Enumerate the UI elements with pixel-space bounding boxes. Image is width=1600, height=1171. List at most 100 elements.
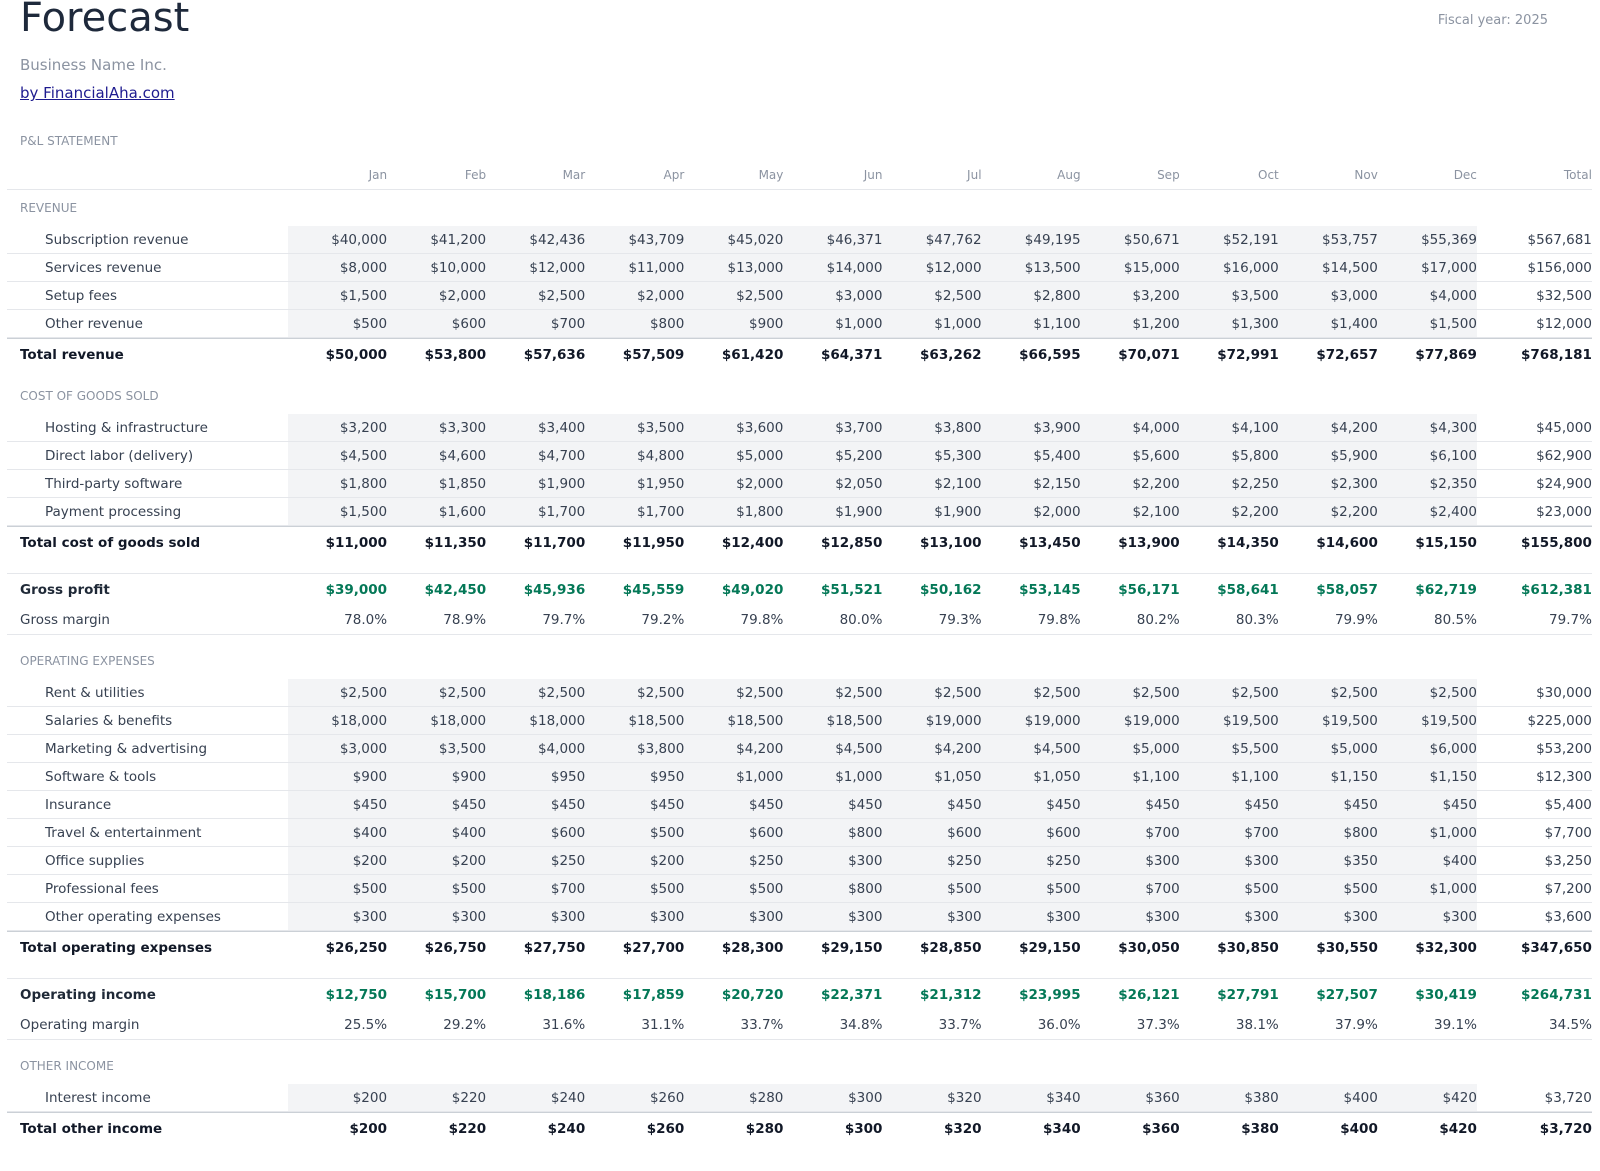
line-item-cell: $2,250 (1179, 470, 1279, 497)
source-link[interactable]: by FinancialAha.com (20, 84, 175, 102)
line-item-cell: $2,500 (486, 282, 586, 309)
profit-row-label: Gross profit (20, 582, 110, 598)
section-heading: OTHER INCOME (7, 1048, 1592, 1084)
line-item-cell: $450 (1377, 791, 1477, 818)
total-row-cell: $400 (1340, 1120, 1378, 1137)
margin-row-cell: 79.7% (1549, 612, 1592, 628)
line-item-cell: $700 (1080, 819, 1180, 846)
line-item: Subscription revenue $40,000 $41,200 $42,43… (7, 226, 1592, 254)
line-item-cell: $300 (1377, 903, 1477, 930)
line-item-cell: $400 (1377, 847, 1477, 874)
line-item-label: Professional fees (45, 880, 159, 897)
line-item-cell: $3,250 (1544, 852, 1592, 869)
total-row-cell: $3,720 (1539, 1120, 1592, 1137)
line-item-cell: $3,720 (1544, 1089, 1592, 1106)
line-item-cell: $600 (981, 819, 1081, 846)
line-item-cell: $1,900 (486, 470, 586, 497)
line-item-cell: $2,500 (486, 679, 586, 706)
line-item-cell: $225,000 (1527, 712, 1592, 729)
line-item-label: Software & tools (45, 768, 157, 785)
margin-row-cell: 79.3% (938, 612, 982, 628)
line-item-cell: $12,000 (1536, 315, 1592, 332)
section-heading-label: OPERATING EXPENSES (20, 654, 155, 668)
line-item-cell: $250 (981, 847, 1081, 874)
total-row-cell: $27,700 (622, 939, 685, 956)
line-item-label: Rent & utilities (45, 684, 145, 701)
line-item-cell: $17,000 (1377, 254, 1477, 281)
line-item-cell: $450 (287, 791, 388, 818)
profit-row-cell: $15,700 (424, 987, 487, 1003)
total-row-cell: $11,000 (325, 534, 388, 551)
line-item-cell: $3,600 (1544, 908, 1592, 925)
total-row-cell: $12,850 (820, 534, 883, 551)
total-row-label: Total operating expenses (20, 939, 213, 956)
line-item-cell: $1,000 (882, 310, 982, 337)
profit-row-label: Operating income (20, 987, 156, 1003)
line-item-cell: $1,500 (1377, 310, 1477, 337)
line-item-cell: $3,200 (287, 414, 388, 441)
line-item-cell: $450 (684, 791, 784, 818)
line-item-cell: $2,500 (981, 679, 1081, 706)
line-item-cell: $5,200 (783, 442, 883, 469)
line-item-cell: $1,100 (1179, 763, 1279, 790)
total-row-cell: $32,300 (1415, 939, 1477, 956)
line-item-cell: $2,400 (1377, 498, 1477, 525)
line-item-cell: $950 (486, 763, 586, 790)
line-item-cell: $400 (1278, 1084, 1378, 1111)
line-item-cell: $5,600 (1080, 442, 1180, 469)
margin-row-cell: 80.0% (839, 612, 883, 628)
line-item-label: Interest income (45, 1089, 151, 1106)
line-item: Payment processing $1,500 $1,600 $1,700 $1,7… (7, 498, 1592, 526)
line-item-cell: $23,000 (1536, 503, 1592, 520)
line-item-cell: $240 (486, 1084, 586, 1111)
line-item-cell: $260 (585, 1084, 685, 1111)
line-item-cell: $7,200 (1544, 880, 1592, 897)
line-item-cell: $3,200 (1080, 282, 1180, 309)
line-item-cell: $1,300 (1179, 310, 1279, 337)
profit-row: Operating income $12,750 $15,700 $18,186 $17… (7, 979, 1592, 1011)
line-item: Other operating expenses $300 $300 $300 $300… (7, 903, 1592, 931)
line-item-cell: $4,800 (585, 442, 685, 469)
business-name: Business Name Inc. (20, 56, 167, 74)
line-item-cell: $800 (783, 819, 883, 846)
margin-row-cell: 34.5% (1549, 1017, 1592, 1033)
total-row: Total operating expenses $26,250 $26,750 $2… (7, 931, 1592, 963)
line-item-label: Insurance (45, 796, 112, 813)
line-item-cell: $1,850 (387, 470, 487, 497)
line-item-cell: $5,000 (1278, 735, 1378, 762)
total-row-cell: $50,000 (325, 346, 388, 363)
margin-row-cell: 25.5% (344, 1017, 388, 1033)
margin-row: Operating margin 25.5% 29.2% 31.6% 31.1% 33.7… (7, 1011, 1592, 1039)
total-row-cell: $155,800 (1521, 534, 1592, 551)
line-item-cell: $300 (1278, 903, 1378, 930)
margin-row-cell: 37.3% (1136, 1017, 1180, 1033)
line-item-cell: $340 (981, 1084, 1081, 1111)
line-item-cell: $400 (287, 819, 388, 846)
line-item-cell: $450 (981, 791, 1081, 818)
profit-row-cell: $18,186 (523, 987, 586, 1003)
column-header: Aug (1057, 167, 1081, 182)
line-item-cell: $2,800 (981, 282, 1081, 309)
margin-row-cell: 33.7% (938, 1017, 982, 1033)
margin-row: Gross margin 78.0% 78.9% 79.7% 79.2% 79.8% 80.… (7, 606, 1592, 634)
margin-row-cell: 80.5% (1434, 612, 1477, 628)
line-item-cell: $1,050 (882, 763, 982, 790)
line-item-cell: $4,000 (1377, 282, 1477, 309)
line-item-cell: $18,000 (387, 707, 487, 734)
line-item-cell: $18,500 (684, 707, 784, 734)
line-item-cell: $1,700 (585, 498, 685, 525)
section-heading-label: REVENUE (20, 201, 78, 215)
total-row-cell: $57,636 (523, 346, 586, 363)
profit-row-cell: $58,057 (1316, 582, 1378, 598)
line-item-cell: $2,200 (1278, 498, 1378, 525)
total-row-cell: $61,420 (721, 346, 784, 363)
line-item-cell: $1,100 (1080, 763, 1180, 790)
margin-row-cell: 80.3% (1235, 612, 1279, 628)
total-row-cell: $26,250 (325, 939, 388, 956)
line-item-cell: $12,000 (882, 254, 982, 281)
line-item-cell: $3,000 (783, 282, 883, 309)
line-item-cell: $500 (1278, 875, 1378, 902)
column-header: Feb (464, 167, 487, 182)
line-item-cell: $500 (684, 875, 784, 902)
